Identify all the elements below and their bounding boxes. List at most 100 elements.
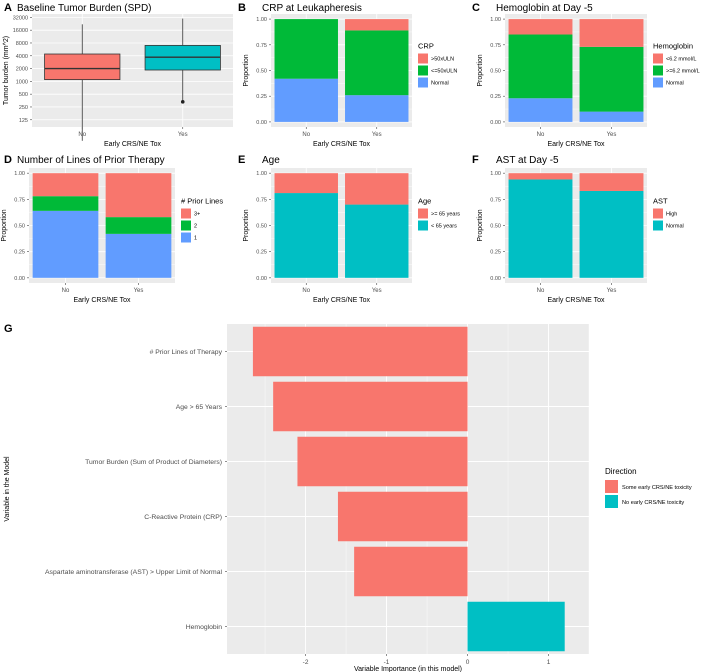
legend-label: >50xULN xyxy=(431,57,454,63)
bar-segment xyxy=(345,95,409,122)
legend-swatch xyxy=(653,220,663,231)
legend-swatch xyxy=(418,53,428,64)
panel-a-label: A xyxy=(4,2,12,14)
bar-segment xyxy=(579,111,644,122)
y-tick-label: 0.50 xyxy=(256,69,267,75)
x-axis-label: Early CRS/NE Tox xyxy=(104,141,162,148)
panel-g-background xyxy=(227,324,589,654)
y-tick-label: 0.25 xyxy=(490,94,501,100)
y-tick-label: 0.75 xyxy=(490,43,501,49)
y-tick-label: 0.50 xyxy=(490,69,501,75)
bar-segment xyxy=(105,217,172,234)
legend-swatch xyxy=(605,495,618,508)
legend-label: <6.2 mmol/L xyxy=(666,57,696,63)
legend-swatch xyxy=(181,232,191,243)
bar-segment xyxy=(579,173,644,191)
y-axis-label: Proportion xyxy=(1,209,8,241)
y-tick-label: 1000 xyxy=(16,79,28,85)
y-tick-label: 2000 xyxy=(16,67,28,73)
y-tick-label: Tumor Burden (Sum of Product of Diameter… xyxy=(85,459,222,466)
legend-title: # Prior Lines xyxy=(181,197,223,206)
bar-segment xyxy=(345,19,409,31)
y-axis-label: Proportion xyxy=(243,209,250,241)
bar-segment xyxy=(508,98,573,122)
bar-segment xyxy=(32,210,99,278)
legend-swatch xyxy=(418,77,428,88)
x-tick-label: Yes xyxy=(372,288,382,294)
y-axis-label: Proportion xyxy=(477,209,484,241)
legend-label: < 65 years xyxy=(431,224,457,230)
x-tick-label: Yes xyxy=(607,132,617,138)
y-tick-label: 32000 xyxy=(13,15,28,21)
y-tick-label: 0.25 xyxy=(14,250,25,256)
y-tick-label: 0.50 xyxy=(256,224,267,230)
x-axis-label: Early CRS/NE Tox xyxy=(73,297,131,304)
panel-c-title: Hemoglobin at Day -5 xyxy=(496,3,593,14)
x-tick-label: -1 xyxy=(384,659,390,666)
legend-swatch xyxy=(653,208,663,219)
panel-d-label: D xyxy=(4,154,12,166)
y-tick-label: 0.50 xyxy=(490,224,501,230)
legend-swatch xyxy=(653,53,663,64)
legend-label: High xyxy=(666,212,677,218)
panel-e-label: E xyxy=(238,154,245,166)
bar-segment xyxy=(508,179,573,278)
bar-segment xyxy=(274,193,338,278)
y-tick-label: 125 xyxy=(19,118,28,124)
y-tick-label: Hemoglobin xyxy=(186,624,222,631)
y-tick-label: 1.00 xyxy=(490,171,501,177)
legend-swatch xyxy=(605,480,618,493)
bar-segment xyxy=(32,196,99,211)
box-no xyxy=(44,53,121,81)
legend-swatch xyxy=(653,65,663,76)
y-tick-label: 0.25 xyxy=(256,94,267,100)
y-axis-label: Proportion xyxy=(477,54,484,86)
legend-title: Hemoglobin xyxy=(653,42,693,51)
y-tick-label: 8000 xyxy=(16,41,28,47)
x-tick-label: 1 xyxy=(547,659,551,666)
legend-label: 3+ xyxy=(194,212,200,218)
bar-segment xyxy=(579,46,644,112)
bar-segment xyxy=(105,233,172,278)
x-axis-label: Early CRS/NE Tox xyxy=(313,297,371,304)
x-tick-label: Yes xyxy=(372,132,382,138)
y-tick-label: 0.00 xyxy=(14,276,25,282)
y-tick-label: 0.00 xyxy=(490,120,501,126)
bar-segment xyxy=(274,173,338,194)
y-tick-label: 0.00 xyxy=(256,276,267,282)
y-tick-label: 0.75 xyxy=(14,197,25,203)
legend-title: AST xyxy=(653,197,668,206)
legend-swatch xyxy=(181,220,191,231)
y-tick-label: 0.25 xyxy=(256,250,267,256)
y-tick-label: C-Reactive Protein (CRP) xyxy=(144,514,222,521)
x-tick-label: No xyxy=(537,288,545,294)
x-tick-label: No xyxy=(302,132,310,138)
legend-label: Normal xyxy=(431,81,449,87)
y-tick-label: 250 xyxy=(19,105,28,111)
panel-a-title: Baseline Tumor Burden (SPD) xyxy=(17,3,152,14)
x-tick-label: Yes xyxy=(134,288,144,294)
legend-swatch xyxy=(418,208,428,219)
y-tick-label: 0.75 xyxy=(256,43,267,49)
panel-b-title: CRP at Leukapheresis xyxy=(262,3,362,14)
y-tick-label: Aspartate aminotransferase (AST) > Upper… xyxy=(45,569,222,576)
legend-swatch xyxy=(418,65,428,76)
y-axis-label: Proportion xyxy=(243,54,250,86)
legend-label: 2 xyxy=(194,224,197,230)
y-tick-label: 0.25 xyxy=(490,250,501,256)
bar-segment xyxy=(579,19,644,47)
bar-segment xyxy=(32,173,99,197)
legend-title: Age xyxy=(418,197,431,206)
x-tick-label: Yes xyxy=(178,132,188,138)
y-tick-label: 1.00 xyxy=(14,171,25,177)
bar-segment xyxy=(274,78,338,122)
panel-d-title: Number of Lines of Prior Therapy xyxy=(17,155,165,166)
panel-e-title: Age xyxy=(262,155,280,166)
y-tick-label: Age > 65 Years xyxy=(176,404,223,411)
y-tick-label: 1.00 xyxy=(490,17,501,23)
x-tick-label: 0 xyxy=(466,659,470,666)
y-tick-label: 16000 xyxy=(13,28,28,34)
legend-swatch xyxy=(653,77,663,88)
importance-bar xyxy=(297,436,468,487)
